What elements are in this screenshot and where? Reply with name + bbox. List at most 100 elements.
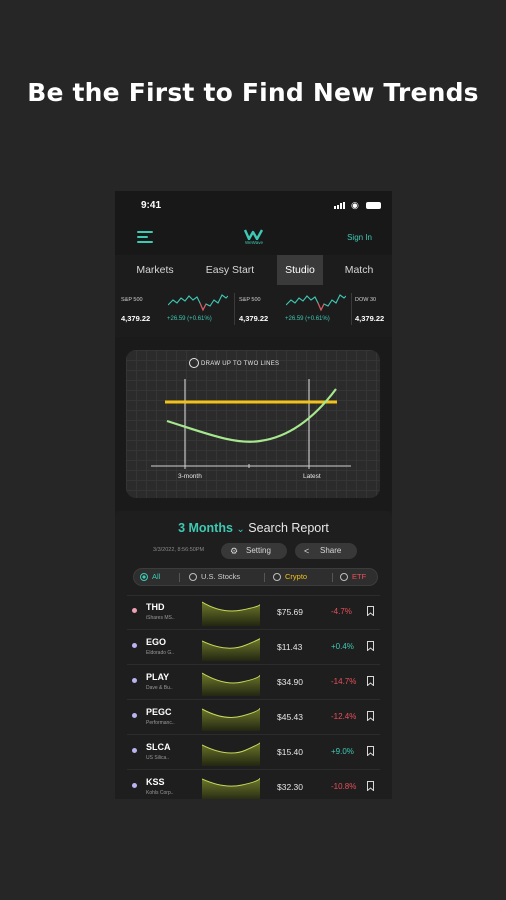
menu-icon[interactable] [137,231,153,243]
ticker-change: +26.59 (+0.61%) [167,316,212,322]
tab-match[interactable]: Match [344,264,374,276]
row-divider [127,664,380,665]
bookmark-icon[interactable] [367,711,374,721]
row-company: Dave & Bu.. [146,685,173,691]
table-row[interactable]: PEGC Performanc.. $45.43 -12.4% [115,700,392,734]
draw-instruction: DRAW UP TO TWO LINES [201,361,280,367]
row-symbol: THD [146,602,165,612]
report-title-text: Search Report [248,521,329,535]
row-price: $11.43 [277,642,303,652]
row-sparkline [202,637,260,661]
headline: Be the First to Find New Trends [27,78,479,107]
row-company: Performanc.. [146,720,175,726]
row-divider [127,769,380,770]
ticker-item[interactable]: S&P 500 4,379.22 +26.59 (+0.61%) [121,287,233,333]
filter-etf[interactable]: ETF [340,569,374,585]
bookmark-icon[interactable] [367,746,374,756]
row-company: iShares MS.. [146,615,175,621]
table-row[interactable]: PLAY Dave & Bu.. $34.90 -14.7% [115,665,392,699]
row-divider [127,595,380,596]
row-price: $75.69 [277,607,303,617]
row-sparkline [202,601,260,626]
row-bullet [132,678,137,683]
row-company: Kohls Corp.. [146,790,174,796]
radio-icon [340,573,348,581]
row-sparkline [202,672,260,696]
phone-screen: 9:41 ◉ WeWave Sign In Markets Easy Start… [115,191,392,799]
row-divider [127,699,380,700]
filter-all[interactable]: All [140,569,174,585]
share-icon: < [304,546,310,556]
filter-crypto[interactable]: Crypto [273,569,329,585]
ticker-sparkline [168,294,228,312]
drawn-lines [151,379,351,469]
row-bullet [132,783,137,788]
ticker-divider [351,293,352,325]
row-bullet [132,608,137,613]
row-change: +0.4% [331,642,354,651]
report-title: 3 Months ⌄ Search Report [115,521,392,535]
ticker-sparkline [286,294,346,312]
row-divider [127,734,380,735]
market-ticker: S&P 500 4,379.22 +26.59 (+0.61%) S&P 500… [115,287,392,333]
table-row[interactable]: KSS Kohls Corp.. $32.30 -10.8% [115,770,392,799]
main-tabs: Markets Easy Start Studio Match [115,255,392,285]
row-company: US Silica.. [146,755,170,761]
row-company: Eldorado G.. [146,650,175,656]
gear-icon: ⚙ [230,546,239,556]
tab-markets[interactable]: Markets [136,264,174,276]
ticker-name: S&P 500 [239,297,261,303]
ticker-item[interactable]: S&P 500 4,379.22 +26.59 (+0.61%) [239,287,351,333]
filter-us-stocks[interactable]: U.S. Stocks [189,569,259,585]
row-symbol: SLCA [146,742,171,752]
chevron-down-icon[interactable]: ⌄ [236,524,245,535]
sign-in-link[interactable]: Sign In [347,233,372,242]
row-change: -4.7% [331,607,352,616]
table-row[interactable]: SLCA US Silica.. $15.40 +9.0% [115,735,392,769]
bookmark-icon[interactable] [367,781,374,791]
bookmark-icon[interactable] [367,606,374,616]
row-sparkline [202,777,260,799]
market-filter: All U.S. Stocks Crypto ETF [133,568,378,586]
axis-label-right: Latest [303,473,321,480]
draw-canvas[interactable] [126,350,380,498]
tab-easy-start[interactable]: Easy Start [205,264,255,276]
ticker-divider [234,293,235,325]
status-bar: 9:41 ◉ [115,191,392,219]
period-selector[interactable]: 3 Months [178,521,233,535]
setting-button[interactable]: ⚙ Setting [221,543,287,559]
draw-smile-icon [189,358,199,368]
row-bullet [132,748,137,753]
ticker-change: +26.59 (+0.61%) [285,316,330,322]
logo-text: WeWave [245,240,264,245]
row-price: $45.43 [277,712,303,722]
tab-studio[interactable]: Studio [277,255,323,285]
filter-divider [264,573,265,582]
table-row[interactable]: EGO Eldorado G.. $11.43 +0.4% [115,630,392,664]
search-report: 3 Months ⌄ Search Report 3/3/2022, 8:56:… [115,511,392,799]
ticker-price: 4,379.22 [355,314,385,323]
app-bar: WeWave Sign In [115,219,392,255]
axis-label-left: 3-month [178,473,202,480]
radio-selected-icon [140,573,148,581]
filter-divider [332,573,333,582]
ticker-name: DOW 30 [355,297,377,303]
row-bullet [132,643,137,648]
bookmark-icon[interactable] [367,676,374,686]
share-label: Share [320,546,342,555]
row-change: -12.4% [331,712,357,721]
row-change: +9.0% [331,747,354,756]
drawn-curve-green [166,388,337,443]
ticker-item[interactable]: DOW 30 4,379.22 [355,287,392,333]
bookmark-icon[interactable] [367,641,374,651]
row-bullet [132,713,137,718]
status-time: 9:41 [141,200,162,211]
filter-label: ETF [352,572,367,581]
filter-label: U.S. Stocks [201,572,241,581]
setting-label: Setting [246,546,271,555]
logo-mark-icon [243,229,264,240]
row-divider [127,629,380,630]
share-button[interactable]: < Share [295,543,357,559]
ticker-price: 4,379.22 [121,314,151,323]
table-row[interactable]: THD iShares MS.. $75.69 -4.7% [115,595,392,629]
